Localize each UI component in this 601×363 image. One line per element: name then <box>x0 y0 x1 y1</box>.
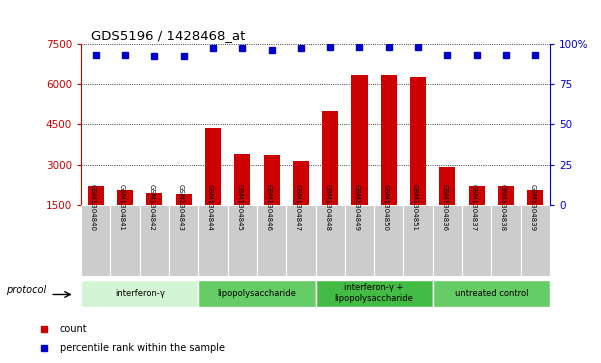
Bar <box>140 205 169 276</box>
Bar <box>345 205 374 276</box>
Bar <box>169 205 198 276</box>
Bar <box>263 155 279 245</box>
Bar <box>146 193 162 245</box>
Bar <box>433 205 462 276</box>
Bar <box>234 154 251 245</box>
Bar <box>293 161 309 245</box>
Bar <box>433 280 550 307</box>
Bar <box>228 205 257 276</box>
Bar <box>316 280 433 307</box>
Bar <box>462 205 492 276</box>
Text: GSM1304847: GSM1304847 <box>295 184 301 231</box>
Bar <box>520 205 550 276</box>
Bar <box>403 205 433 276</box>
Bar <box>352 74 368 245</box>
Bar <box>322 111 338 245</box>
Text: GSM1304849: GSM1304849 <box>353 184 359 231</box>
Text: GSM1304851: GSM1304851 <box>412 184 418 231</box>
Bar <box>498 186 514 245</box>
Text: lipopolysaccharide: lipopolysaccharide <box>218 289 296 298</box>
Text: GSM1304837: GSM1304837 <box>471 184 477 231</box>
Bar <box>286 205 316 276</box>
Bar <box>380 74 397 245</box>
Text: count: count <box>60 323 87 334</box>
Bar <box>527 190 543 245</box>
Bar <box>88 186 104 245</box>
Bar <box>111 205 140 276</box>
Text: interferon-γ +
lipopolysaccharide: interferon-γ + lipopolysaccharide <box>335 284 413 303</box>
Bar <box>374 205 403 276</box>
Text: untreated control: untreated control <box>454 289 528 298</box>
Text: protocol: protocol <box>7 285 47 295</box>
Text: GSM1304846: GSM1304846 <box>266 184 272 231</box>
Bar <box>469 186 485 245</box>
Bar <box>198 280 316 307</box>
Text: interferon-γ: interferon-γ <box>115 289 165 298</box>
Bar <box>439 167 456 245</box>
Bar <box>198 205 228 276</box>
Text: percentile rank within the sample: percentile rank within the sample <box>60 343 225 354</box>
Text: GDS5196 / 1428468_at: GDS5196 / 1428468_at <box>91 29 245 42</box>
Bar <box>205 129 221 245</box>
Text: GSM1304841: GSM1304841 <box>119 184 125 231</box>
Bar <box>316 205 345 276</box>
Bar <box>492 205 520 276</box>
Text: GSM1304845: GSM1304845 <box>236 184 242 231</box>
Bar <box>81 280 198 307</box>
Bar <box>81 205 111 276</box>
Text: GSM1304848: GSM1304848 <box>324 184 330 231</box>
Text: GSM1304850: GSM1304850 <box>383 184 389 231</box>
Text: GSM1304839: GSM1304839 <box>529 184 535 231</box>
Bar <box>410 77 426 245</box>
Bar <box>257 205 286 276</box>
Text: GSM1304836: GSM1304836 <box>441 184 447 231</box>
Text: GSM1304838: GSM1304838 <box>500 184 506 231</box>
Bar <box>175 194 192 245</box>
Text: GSM1304843: GSM1304843 <box>178 184 184 231</box>
Text: GSM1304840: GSM1304840 <box>90 184 96 231</box>
Text: GSM1304844: GSM1304844 <box>207 184 213 231</box>
Bar <box>117 190 133 245</box>
Text: GSM1304842: GSM1304842 <box>148 184 154 231</box>
